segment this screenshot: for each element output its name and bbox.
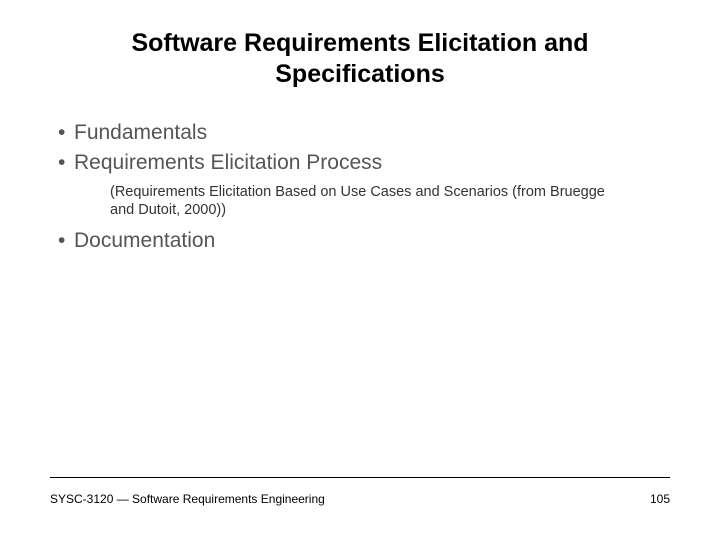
bullet-list: Fundamentals Requirements Elicitation Pr… (50, 119, 670, 178)
footer-course: SYSC-3120 — Software Requirements Engine… (50, 492, 325, 506)
bullet-item-fundamentals: Fundamentals (58, 119, 670, 147)
sub-note: (Requirements Elicitation Based on Use C… (110, 183, 610, 219)
bullet-item-elicitation: Requirements Elicitation Process (58, 149, 670, 177)
bullet-list-continued: Documentation (50, 227, 670, 255)
footer-page-number: 105 (650, 492, 670, 506)
footer-rule (50, 477, 670, 478)
slide-footer: SYSC-3120 — Software Requirements Engine… (50, 477, 670, 506)
footer-row: SYSC-3120 — Software Requirements Engine… (50, 492, 670, 506)
bullet-item-documentation: Documentation (58, 227, 670, 255)
slide-title: Software Requirements Elicitation and Sp… (50, 28, 670, 91)
